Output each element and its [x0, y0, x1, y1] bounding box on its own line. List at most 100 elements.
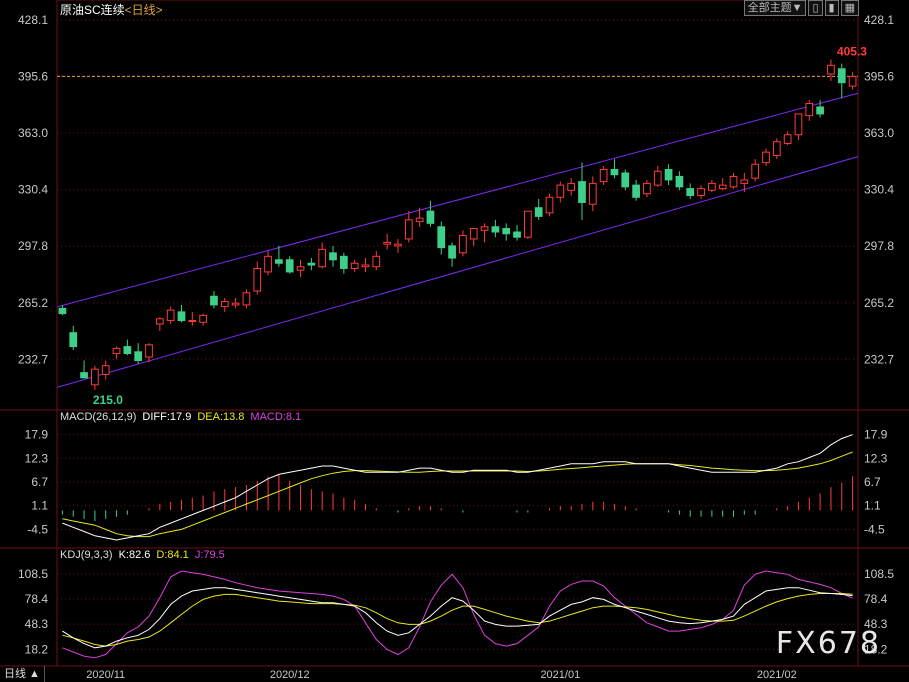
macd-tick-right: 17.9 — [864, 428, 888, 442]
candle-body — [480, 226, 489, 231]
candle-body — [643, 182, 651, 195]
candle-body — [718, 184, 727, 190]
candle-body — [264, 255, 272, 273]
price-tick-right: 330.4 — [864, 183, 894, 197]
period-tab[interactable]: 日线 ▲ — [0, 666, 45, 682]
candle-body — [155, 318, 164, 325]
price-tick-left: 232.7 — [18, 352, 48, 366]
candle-body — [123, 346, 132, 355]
kdj-tick-left: 18.2 — [25, 642, 49, 656]
kdj-label: KDJ(9,3,3) K:82.6 D:84.1 J:79.5 — [60, 549, 225, 561]
candle-body — [231, 302, 240, 306]
kdj-tick-left: 48.3 — [25, 617, 49, 631]
candle-body — [751, 163, 760, 179]
candle-body — [112, 347, 121, 355]
theme-select-button[interactable]: 全部主题▼ — [743, 0, 807, 16]
candle-body — [534, 207, 543, 217]
candle-body — [394, 243, 402, 247]
candle-body — [199, 314, 207, 323]
candle-body — [91, 368, 99, 386]
price-tick-left: 265.2 — [18, 296, 48, 310]
candle-body — [545, 196, 554, 214]
chart-title: 原油SC连续<日线> — [60, 3, 163, 17]
candle-body — [664, 168, 673, 181]
candle-body — [448, 245, 456, 259]
low-price-label: 215.0 — [93, 393, 123, 407]
candle-body — [459, 234, 467, 254]
macd-tick-right: 12.3 — [864, 451, 888, 465]
candle-body — [708, 182, 716, 191]
candle-body — [740, 179, 749, 184]
candle-body — [220, 300, 229, 308]
x-axis-date-label: 2021/01 — [540, 669, 580, 681]
x-axis-date-label: 2021/02 — [757, 669, 797, 681]
candle-body — [350, 262, 359, 269]
grid-icon[interactable]: ▦ — [840, 0, 859, 16]
candle-body — [578, 181, 586, 203]
candle-body — [101, 365, 110, 375]
kdj-j-line — [62, 570, 853, 659]
candle-body — [134, 351, 143, 361]
kdj-tick-right: 78.4 — [864, 592, 888, 606]
candle-body — [783, 134, 792, 144]
zoom-out-icon[interactable]: ▯ — [808, 0, 823, 16]
macd-tick-left: 17.9 — [25, 428, 49, 442]
candle-body — [588, 182, 597, 205]
candle-body — [253, 267, 262, 292]
candle-body — [307, 262, 316, 266]
candle-body — [426, 210, 435, 224]
candle-body — [242, 292, 251, 306]
kdj-d-line — [62, 593, 853, 647]
candle-body — [329, 252, 337, 261]
price-tick-left: 428.1 — [18, 13, 48, 27]
price-tick-left: 395.6 — [18, 69, 48, 83]
candle-body — [610, 168, 619, 176]
zoom-in-icon[interactable]: ▮ — [824, 0, 839, 16]
macd-label: MACD(26,12,9) DIFF:17.9 DEA:13.8 MACD:8.1 — [60, 411, 302, 423]
candle-body — [177, 311, 186, 322]
macd-tick-left: 1.1 — [31, 499, 48, 513]
candle-body — [491, 226, 500, 233]
price-tick-left: 363.0 — [18, 126, 48, 140]
kdj-k-line — [62, 587, 853, 649]
kdj-tick-left: 78.4 — [25, 592, 49, 606]
candle-body — [285, 259, 294, 273]
candle-body — [275, 259, 283, 264]
candle-body — [469, 228, 478, 240]
channel-lower-line — [56, 156, 859, 388]
macd-diff-line — [62, 434, 853, 541]
candle-body — [772, 141, 781, 157]
macd-tick-left: -4.5 — [27, 522, 48, 536]
price-tick-right: 363.0 — [864, 126, 894, 140]
price-tick-right: 395.6 — [864, 69, 894, 83]
price-tick-left: 297.8 — [18, 239, 48, 253]
candle-body — [686, 188, 695, 197]
candle-body — [805, 103, 814, 117]
candle-body — [697, 188, 705, 197]
period-label: <日线> — [124, 3, 163, 17]
high-price-label: 405.3 — [837, 45, 867, 59]
candle-body — [339, 255, 348, 269]
candle-body — [383, 241, 391, 245]
candle-body — [653, 170, 662, 186]
candle-body — [502, 228, 511, 235]
candle-body — [166, 309, 175, 322]
candle-body — [524, 210, 532, 238]
candle-body — [848, 75, 857, 87]
watermark: FX678 — [775, 626, 881, 661]
candle-body — [437, 226, 446, 249]
macd-tick-right: 6.7 — [864, 475, 881, 489]
candle-body — [372, 255, 381, 268]
price-tick-right: 265.2 — [864, 296, 894, 310]
candle-body — [415, 217, 424, 223]
kdj-tick-right: 108.5 — [864, 567, 894, 581]
candle-body — [599, 168, 608, 183]
candle-body — [567, 182, 576, 191]
candle-body — [837, 68, 846, 84]
candle-body — [296, 266, 305, 271]
kdj-tick-right: 48.3 — [864, 617, 888, 631]
candle-body — [69, 332, 78, 348]
candle-body — [145, 344, 153, 358]
candle-body — [210, 295, 218, 306]
